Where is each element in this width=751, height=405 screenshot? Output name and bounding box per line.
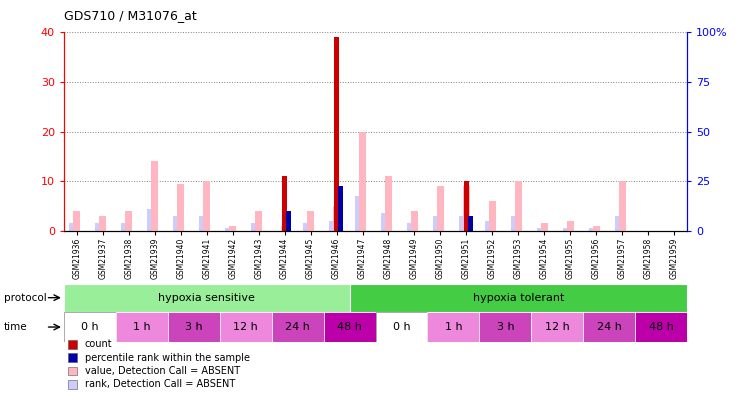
Bar xyxy=(116,312,167,342)
Bar xyxy=(324,312,376,342)
Bar xyxy=(479,312,532,342)
Bar xyxy=(532,312,584,342)
Bar xyxy=(333,206,340,231)
Bar xyxy=(376,312,427,342)
Bar xyxy=(338,186,342,231)
Bar xyxy=(151,161,158,231)
Bar xyxy=(225,228,232,231)
Bar xyxy=(282,176,287,231)
Text: 0 h: 0 h xyxy=(393,322,410,332)
Bar xyxy=(99,216,107,231)
Bar xyxy=(73,211,80,231)
Bar xyxy=(64,284,349,312)
Bar xyxy=(177,184,184,231)
Bar xyxy=(514,181,522,231)
Text: hypoxia sensitive: hypoxia sensitive xyxy=(158,293,255,303)
Bar xyxy=(286,211,291,231)
Text: 12 h: 12 h xyxy=(545,322,570,332)
Bar xyxy=(615,216,622,231)
Bar xyxy=(463,186,470,231)
Bar xyxy=(485,221,492,231)
Text: 1 h: 1 h xyxy=(445,322,462,332)
Bar xyxy=(541,224,548,231)
Bar xyxy=(381,213,388,231)
Text: 12 h: 12 h xyxy=(234,322,258,332)
Bar xyxy=(69,224,77,231)
Bar xyxy=(281,226,288,231)
Bar xyxy=(167,312,220,342)
Bar xyxy=(468,216,472,231)
Bar xyxy=(511,216,518,231)
Text: 24 h: 24 h xyxy=(285,322,310,332)
Bar xyxy=(437,186,444,231)
Text: 48 h: 48 h xyxy=(649,322,674,332)
Bar xyxy=(635,312,687,342)
Bar xyxy=(203,181,210,231)
Bar xyxy=(593,226,600,231)
Text: GDS710 / M31076_at: GDS710 / M31076_at xyxy=(64,9,197,22)
Text: count: count xyxy=(85,339,113,349)
Bar xyxy=(173,216,180,231)
Bar xyxy=(537,228,544,231)
Bar xyxy=(255,211,262,231)
Text: 3 h: 3 h xyxy=(496,322,514,332)
Bar xyxy=(329,221,336,231)
Bar xyxy=(589,228,596,231)
Text: 0 h: 0 h xyxy=(81,322,98,332)
Text: 24 h: 24 h xyxy=(597,322,622,332)
Bar xyxy=(349,284,687,312)
Text: protocol: protocol xyxy=(4,293,47,303)
Bar xyxy=(307,211,314,231)
Bar xyxy=(464,181,469,231)
Text: 1 h: 1 h xyxy=(133,322,150,332)
Bar xyxy=(567,221,574,231)
Bar xyxy=(584,312,635,342)
Bar xyxy=(147,209,155,231)
Text: 48 h: 48 h xyxy=(337,322,362,332)
Bar xyxy=(272,312,324,342)
Bar xyxy=(125,211,132,231)
Bar xyxy=(385,176,392,231)
Text: percentile rank within the sample: percentile rank within the sample xyxy=(85,353,250,362)
Bar xyxy=(95,224,103,231)
Text: rank, Detection Call = ABSENT: rank, Detection Call = ABSENT xyxy=(85,379,235,389)
Bar xyxy=(562,228,570,231)
Text: 3 h: 3 h xyxy=(185,322,203,332)
Bar xyxy=(64,312,116,342)
Bar xyxy=(334,37,339,231)
Bar xyxy=(619,181,626,231)
Text: value, Detection Call = ABSENT: value, Detection Call = ABSENT xyxy=(85,366,240,376)
Bar xyxy=(459,216,466,231)
Bar xyxy=(407,224,415,231)
Text: time: time xyxy=(4,322,27,332)
Bar xyxy=(359,132,366,231)
Bar xyxy=(355,196,362,231)
Bar xyxy=(411,211,418,231)
Bar xyxy=(433,216,440,231)
Bar xyxy=(220,312,272,342)
Bar xyxy=(229,226,237,231)
Bar xyxy=(251,224,258,231)
Bar xyxy=(121,224,128,231)
Bar xyxy=(303,224,310,231)
Text: hypoxia tolerant: hypoxia tolerant xyxy=(472,293,564,303)
Bar xyxy=(199,216,207,231)
Bar xyxy=(489,201,496,231)
Bar xyxy=(427,312,479,342)
